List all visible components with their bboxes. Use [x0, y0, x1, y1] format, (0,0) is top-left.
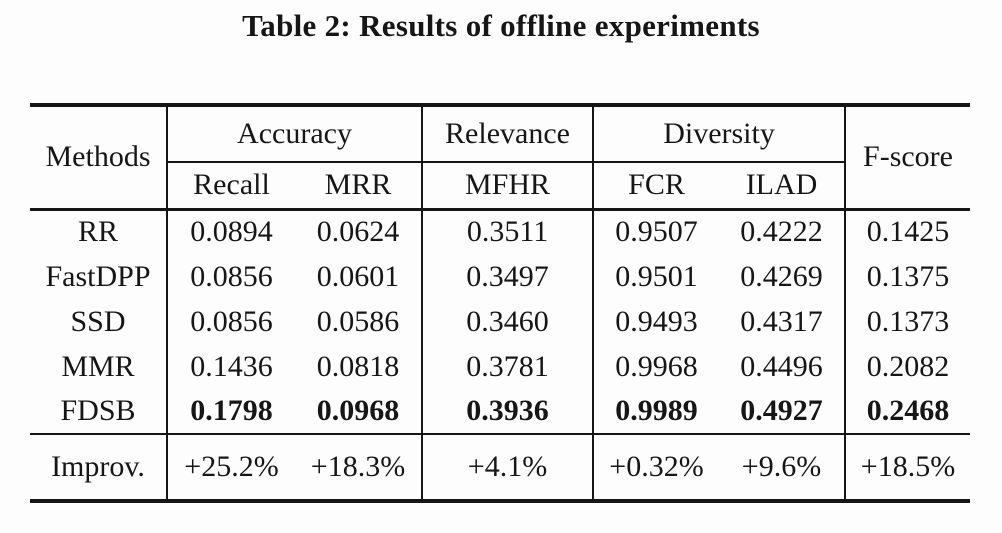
table-caption: Table 2: Results of offline experiments	[242, 8, 760, 43]
header-group-relevance: Relevance	[421, 105, 594, 163]
header-group-row: Methods Accuracy Relevance Diversity F-s…	[30, 105, 971, 211]
table-row-ssd: SSD 0.0856 0.0586 0.3460 0.9493 0.4317 0…	[30, 299, 971, 344]
cell-mrr: 0.0968	[295, 389, 423, 435]
cell-fscore-improv: +18.5%	[844, 434, 971, 501]
header-recall: Recall	[166, 162, 295, 211]
cell-recall: 0.0856	[166, 254, 295, 299]
header-ilad: ILAD	[719, 162, 846, 211]
cell-recall: 0.1436	[166, 344, 295, 389]
header-group-diversity: Diversity	[592, 105, 846, 163]
cell-ilad: 0.4222	[740, 215, 823, 249]
method-label: FDSB	[30, 389, 167, 435]
header-metric-row: Recall MRR MFHR FCR ILAD	[30, 162, 970, 211]
cell-recall: 0.0856	[166, 299, 295, 344]
table-row-rr: RR 0.0894 0.0624 0.3511 0.9507 0.4222 0.…	[30, 209, 971, 254]
cell-fscore: 0.2082	[844, 344, 971, 389]
cell-mrr: 0.0818	[316, 349, 400, 383]
cell-fcr: 0.9501	[592, 254, 720, 299]
header-fcr: FCR	[592, 162, 720, 211]
cell-ilad: 0.4496	[740, 349, 823, 383]
method-label: RR	[77, 215, 119, 249]
cell-recall: 0.1798	[166, 389, 295, 435]
cell-fcr: 0.9968	[592, 344, 720, 389]
table-row-fastdpp: FastDPP 0.0856 0.0601 0.3497 0.9501 0.42…	[30, 254, 971, 299]
cell-fcr: 0.9493	[592, 299, 720, 344]
cell-fcr: 0.9989	[592, 389, 720, 435]
header-group-accuracy: Accuracy	[165, 105, 423, 163]
header-fscore: F-score	[844, 105, 971, 211]
header-methods: Methods	[30, 105, 167, 211]
table-row-fdsb: FDSB 0.1798 0.0968 0.3936 0.9989 0.4927 …	[30, 389, 971, 435]
cell-recall-improv: +25.2%	[166, 434, 295, 501]
cell-mfhr-improv: +4.1%	[421, 434, 594, 501]
table-row-mmr: MMR 0.1436 0.0818 0.3781 0.9968 0.4496 0…	[30, 344, 971, 389]
cell-ilad-improv: +9.6%	[741, 450, 822, 483]
method-label: FastDPP	[45, 259, 151, 293]
cell-recall: 0.0894	[166, 209, 295, 254]
cell-fscore: 0.2468	[844, 389, 971, 435]
header-mfhr: MFHR	[421, 162, 594, 211]
method-label: MMR	[61, 349, 135, 383]
cell-mfhr: 0.3460	[421, 299, 594, 344]
table-row-improvement: Improv. +25.2% +18.3% +4.1% +0.32% +9.6%…	[30, 434, 971, 501]
cell-mfhr: 0.3511	[421, 209, 594, 254]
cell-mrr: 0.0586	[316, 304, 400, 338]
method-label: SSD	[70, 304, 126, 338]
cell-mrr: 0.0624	[316, 215, 400, 249]
results-table: Methods Accuracy Relevance Diversity F-s…	[30, 103, 971, 503]
cell-fcr: 0.9507	[592, 209, 720, 254]
improvement-label: Improv.	[51, 450, 145, 483]
cell-mfhr: 0.3781	[421, 344, 594, 389]
cell-mrr-improv: +18.3%	[310, 450, 406, 483]
header-mrr: MRR	[295, 162, 423, 211]
cell-mfhr: 0.3936	[421, 389, 594, 435]
cell-ilad: 0.4269	[740, 259, 823, 293]
cell-fscore: 0.1375	[844, 254, 971, 299]
cell-fcr-improv: +0.32%	[592, 434, 720, 501]
cell-ilad: 0.4317	[740, 304, 823, 338]
cell-fscore: 0.1425	[844, 209, 971, 254]
cell-ilad: 0.4927	[719, 389, 846, 435]
cell-mrr: 0.0601	[316, 259, 400, 293]
cell-mfhr: 0.3497	[421, 254, 594, 299]
cell-fscore: 0.1373	[844, 299, 971, 344]
